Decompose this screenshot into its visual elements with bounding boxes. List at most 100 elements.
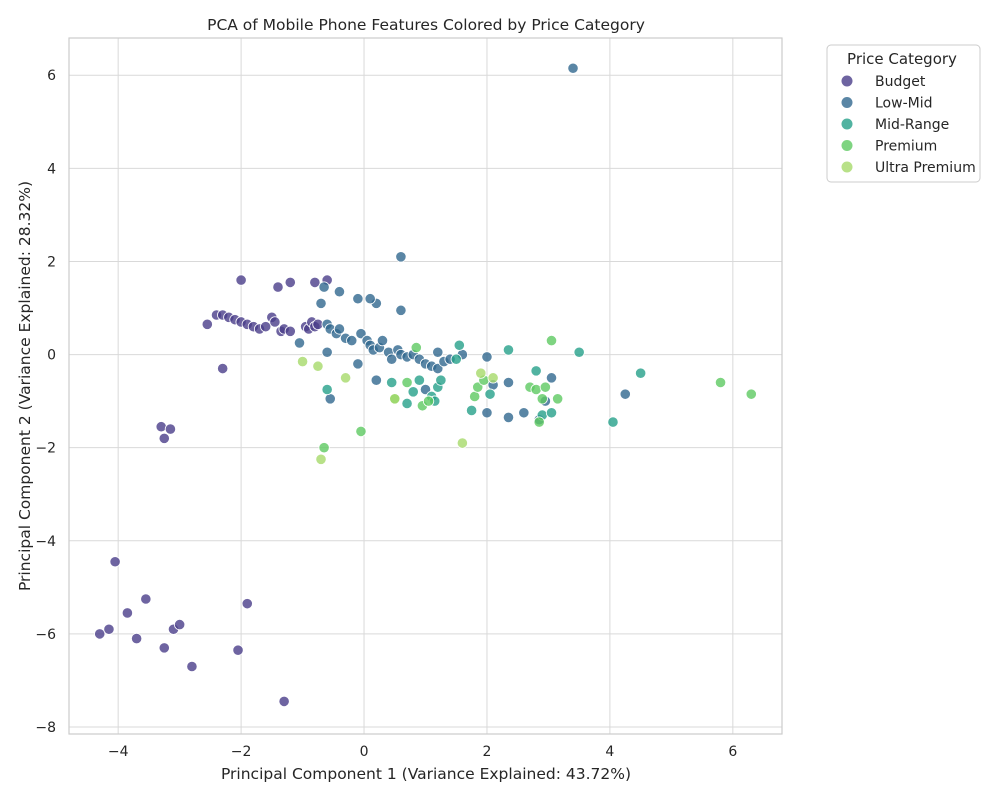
- data-point: [309, 276, 321, 289]
- data-point: [745, 388, 757, 400]
- data-point: [481, 407, 493, 419]
- data-point: [321, 383, 333, 396]
- data-point: [284, 276, 296, 289]
- legend-item: Budget: [841, 74, 926, 90]
- data-point: [432, 346, 444, 358]
- data-point: [432, 362, 444, 375]
- legend-item: Mid-Range: [841, 117, 949, 133]
- data-point: [103, 623, 115, 635]
- data-point: [502, 376, 515, 389]
- data-point: [232, 644, 244, 656]
- legend-items: Budget Low-Mid Mid-Range Premium Ultra Premi…: [841, 74, 976, 176]
- data-point: [502, 344, 515, 356]
- data-point: [352, 358, 364, 370]
- data-point: [386, 376, 398, 389]
- data-point: [174, 618, 186, 631]
- legend-marker: [841, 161, 853, 173]
- x-axis-label: Principal Component 1 (Variance Explaine…: [221, 765, 631, 783]
- data-point: [635, 367, 647, 379]
- data-point: [318, 442, 330, 454]
- y-tick-label: −8: [35, 720, 56, 736]
- data-point: [296, 355, 309, 368]
- data-point: [315, 297, 327, 309]
- data-point: [487, 372, 499, 384]
- legend-marker: [841, 97, 853, 108]
- x-tick-label: 0: [360, 744, 369, 760]
- x-tick-label: 4: [605, 744, 614, 760]
- chart-title: PCA of Mobile Phone Features Colored by …: [207, 16, 645, 34]
- data-point: [469, 390, 481, 403]
- data-point: [401, 376, 413, 389]
- data-point: [552, 393, 564, 405]
- data-point: [155, 421, 167, 433]
- data-point: [456, 437, 468, 449]
- data-point: [269, 316, 281, 328]
- data-point: [272, 281, 284, 293]
- data-point: [465, 404, 478, 417]
- data-point: [376, 335, 389, 347]
- legend-title: Price Category: [847, 50, 957, 68]
- x-tick-label: −4: [108, 744, 129, 760]
- data-point: [324, 393, 336, 405]
- data-point: [315, 453, 327, 465]
- data-point: [419, 383, 432, 396]
- legend-label: Budget: [875, 74, 926, 90]
- data-point: [453, 339, 465, 351]
- y-axis-label: Principal Component 2 (Variance Explaine…: [16, 181, 34, 591]
- data-point: [201, 318, 213, 330]
- data-point: [352, 293, 364, 305]
- data-point: [536, 393, 548, 405]
- legend-marker: [841, 118, 853, 130]
- data-point: [293, 337, 306, 349]
- y-tick-label: 0: [47, 348, 56, 364]
- data-point: [573, 346, 585, 358]
- y-tick-label: −4: [35, 534, 56, 550]
- data-point: [714, 376, 727, 389]
- legend-label: Mid-Range: [875, 117, 949, 133]
- y-tick-label: 6: [47, 68, 56, 84]
- data-point: [333, 286, 346, 298]
- data-point: [389, 393, 401, 405]
- x-tick-label: −2: [231, 744, 252, 760]
- data-point: [413, 374, 425, 386]
- x-tick-label: 6: [728, 744, 737, 760]
- data-point: [530, 383, 542, 396]
- data-point: [370, 374, 382, 386]
- grid-lines: [69, 38, 782, 734]
- data-point: [410, 341, 422, 354]
- data-point: [386, 353, 398, 365]
- data-point: [484, 388, 496, 400]
- data-point: [140, 593, 152, 605]
- data-point: [346, 335, 358, 347]
- y-tick-label: 2: [47, 254, 56, 270]
- legend: Price Category Budget Low-Mid Mid-Range Pre…: [826, 44, 981, 183]
- data-point: [94, 628, 106, 640]
- data-point: [619, 388, 631, 400]
- data-point: [395, 304, 407, 316]
- y-tick-label: −2: [35, 441, 56, 457]
- data-point: [333, 323, 346, 335]
- data-point: [475, 367, 487, 379]
- y-tick-label: 4: [47, 161, 56, 177]
- series-premium: [318, 335, 757, 454]
- data-point: [121, 607, 133, 619]
- y-tick-labels: −8 −6 −4 −2 0 2 4 6: [35, 68, 56, 736]
- data-point: [235, 274, 247, 286]
- legend-item: Premium: [841, 139, 937, 155]
- data-point: [435, 374, 447, 386]
- data-point: [533, 416, 545, 428]
- x-tick-label: 2: [483, 744, 492, 760]
- legend-label: Premium: [875, 139, 937, 155]
- data-point: [607, 416, 619, 428]
- data-point: [355, 425, 367, 437]
- data-points: [94, 62, 757, 708]
- data-point: [109, 556, 121, 568]
- plot-frame: [68, 37, 783, 735]
- data-point: [278, 695, 290, 708]
- series-budget: [94, 274, 333, 708]
- data-point: [186, 660, 198, 673]
- data-point: [545, 407, 558, 419]
- data-point: [407, 386, 419, 398]
- legend-item: Low-Mid: [841, 96, 932, 112]
